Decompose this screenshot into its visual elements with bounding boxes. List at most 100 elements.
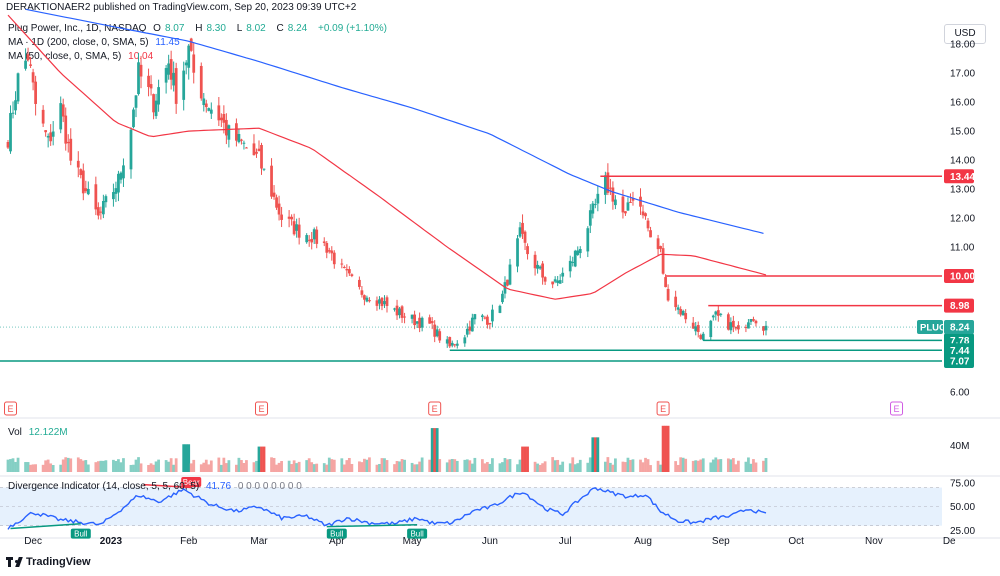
candle-body [11,112,15,114]
volume-bar [240,460,243,472]
candle-body [438,331,442,341]
candle-body [252,143,256,156]
candle-body [280,214,283,220]
volume-bar [154,461,158,472]
candle-body [498,305,502,313]
volume-bar [41,464,45,472]
volume-bar [629,459,632,472]
candle-body [322,241,326,243]
volume-bar [709,462,713,472]
level-badge-label: 7.78 [950,336,970,347]
candle-body [378,299,381,304]
volume-bar [137,457,140,472]
earnings-marker-label: E [432,404,438,414]
volume-bar [714,457,718,472]
candle-body [172,72,176,86]
candle-body [325,242,329,253]
volume-bar [172,464,176,472]
ma200-label: MA · 1D (200, close, 0, SMA, 5) [8,37,149,48]
candle-body [450,342,454,346]
volume-bar [701,458,705,472]
volume-bar [184,444,188,472]
candle-body [609,187,612,189]
candle-body [508,264,512,285]
currency-button[interactable]: USD [944,24,986,44]
volume-bar [606,457,610,472]
candle-body [79,169,83,176]
candle-body [64,115,68,144]
volume-bar [448,459,452,472]
volume-bar [576,463,580,472]
volume-bar [586,462,590,472]
candle-body [157,87,160,105]
candle-body [418,317,422,329]
volume-bar [49,463,53,472]
volume-bar [410,462,414,472]
last-price-value: 8.24 [950,323,970,334]
volume-bar [659,464,662,472]
volume-bar [34,464,37,472]
candle-body [242,142,246,144]
volume-bar [518,459,522,472]
candle-body [463,337,467,344]
candle-body [656,238,660,250]
candles [6,37,768,349]
volume-bar [400,459,404,472]
volume-bar [676,464,680,472]
volume-bar [322,463,326,472]
candle-body [207,108,211,111]
volume-bar [639,459,642,472]
candle-body [34,81,37,104]
candle-body [596,193,600,204]
candle-body [287,216,291,219]
date-axis-label: Feb [180,536,198,547]
volume-axis-label: 40M [950,441,969,452]
volume-bar [420,457,424,472]
volume-bar [94,462,98,472]
volume-bar [134,459,138,472]
volume-bar [468,460,472,472]
volume-bar [86,464,90,472]
volume-bar [167,461,171,472]
volume-bar [699,459,703,472]
candle-body [754,320,758,324]
volume-bar [277,462,281,472]
volume-bar [716,459,720,472]
candle-body [327,250,331,252]
date-axis-label: Mar [250,536,268,547]
volume-bar [305,460,309,472]
candle-body [696,325,700,332]
candle-body [403,316,406,318]
ma200-line [25,8,764,234]
candle-body [192,54,196,73]
divergence-axis-label: 50.00 [950,502,975,513]
volume-bar [129,464,133,472]
candle-body [310,238,314,243]
candle-body [480,315,484,318]
volume-bar [523,446,527,472]
high-label: H [195,23,203,34]
volume-bar [428,459,432,472]
candle-body [240,139,243,141]
candle-body [315,229,319,244]
volume-bar [526,446,529,472]
volume-bar [46,459,50,472]
volume-bar [649,465,652,472]
candle-body [292,221,296,235]
candle-body [543,277,547,282]
candle-body [488,322,492,325]
volume-bar [737,460,740,472]
volume-bar [568,463,572,472]
tradingview-logo-icon [6,557,23,567]
candle-body [24,60,27,69]
candle-body [139,64,143,77]
publisher-line: DERAKTIONAER2 published on TradingView.c… [6,2,357,13]
volume-bar [711,459,715,472]
volume-bar [438,459,442,472]
volume-bar [207,464,211,472]
candle-body [541,263,544,278]
candle-body [164,68,168,83]
tradingview-brand[interactable]: TradingView [6,556,91,568]
volume-bar [719,459,723,472]
